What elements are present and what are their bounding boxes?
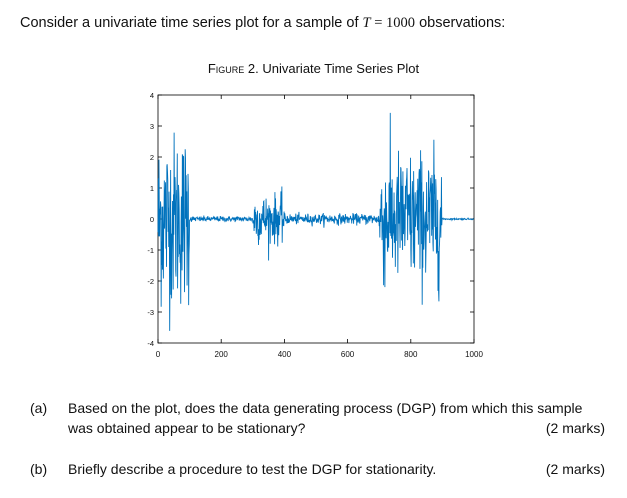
x-tick-label: 0: [156, 350, 161, 359]
y-tick-label: 0: [150, 215, 154, 224]
figure-label: Figure: [207, 61, 245, 76]
y-tick-label: -2: [147, 277, 154, 286]
intro-after: observations:: [415, 15, 506, 31]
figure-title: Univariate Time Series Plot: [258, 61, 420, 76]
y-tick-label: 4: [150, 91, 154, 100]
time-series-chart: 4 3 2 1 0 -1 -2 -3 -4 0 200 400 600 800 1000: [147, 91, 484, 359]
intro-text: Consider a univariate time series plot f…: [20, 15, 505, 32]
intro-symbol: T: [362, 15, 371, 31]
x-tick-label: 800: [404, 350, 418, 359]
axis-ticks: [157, 94, 475, 344]
y-tick-label: -1: [147, 246, 154, 255]
intro-equals: =: [370, 15, 387, 31]
question-b: (b) Briefly describe a procedure to test…: [30, 459, 605, 479]
x-tick-label: 400: [278, 350, 292, 359]
question-b-label: (b): [30, 461, 48, 477]
x-tick-label: 200: [215, 350, 229, 359]
y-tick-label: -3: [147, 308, 154, 317]
series-line: [157, 112, 474, 331]
y-tick-label: -4: [147, 339, 154, 348]
figure-caption: Figure 2. Univariate Time Series Plot: [0, 61, 627, 76]
intro-value: 1000: [386, 15, 416, 31]
y-tick-labels: 4 3 2 1 0 -1 -2 -3 -4: [147, 91, 154, 348]
y-tick-label: 3: [150, 122, 154, 131]
x-tick-labels: 0 200 400 600 800 1000: [156, 350, 484, 359]
question-a-text: Based on the plot, does the data generat…: [68, 400, 583, 436]
question-a: (a) Based on the plot, does the data gen…: [30, 398, 605, 438]
question-a-label: (a): [30, 400, 48, 416]
question-b-text: Briefly describe a procedure to test the…: [68, 461, 437, 477]
question-a-marks: (2 marks): [545, 420, 605, 436]
intro-before: Consider a univariate time series plot f…: [20, 15, 363, 31]
y-tick-label: 1: [150, 184, 154, 193]
y-tick-label: 2: [150, 153, 154, 162]
x-tick-label: 1000: [465, 350, 483, 359]
x-tick-label: 600: [341, 350, 355, 359]
figure-number: 2.: [244, 61, 259, 76]
question-b-marks: (2 marks): [545, 461, 605, 477]
